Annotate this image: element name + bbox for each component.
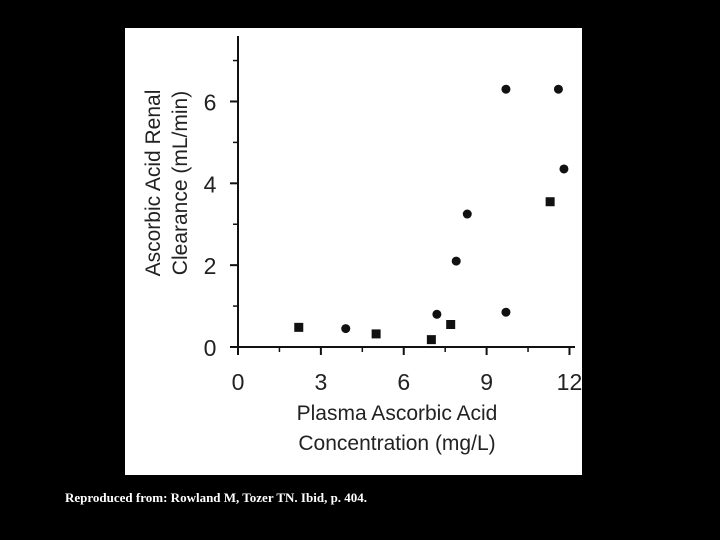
y-tick-label: 2 — [204, 253, 217, 279]
scatter-chart: 0 3 6 9 12 0 2 4 6 Ascorbic Acid Renal Clearance … — [142, 36, 582, 455]
circle-point — [462, 209, 472, 219]
axis-tick-labels: 0 3 6 9 12 0 2 4 6 — [204, 89, 582, 395]
square-point — [446, 319, 456, 329]
circle-point — [553, 84, 563, 94]
y-tick-label: 0 — [204, 335, 217, 361]
square-point — [545, 197, 555, 207]
chart-panel: 0 3 6 9 12 0 2 4 6 Ascorbic Acid Renal Clearance … — [125, 28, 582, 475]
circle-point — [559, 164, 569, 174]
x-tick-label: 6 — [397, 369, 410, 395]
circle-point — [451, 256, 461, 266]
x-tick-label: 3 — [314, 369, 327, 395]
square-point — [371, 329, 381, 339]
circle-point — [501, 307, 511, 317]
x-tick-label: 9 — [480, 369, 493, 395]
y-tick-label: 6 — [204, 89, 217, 115]
x-tick-label: 12 — [557, 369, 582, 395]
x-tick-label: 0 — [232, 369, 245, 395]
data-points — [294, 84, 569, 345]
square-point — [426, 335, 436, 345]
y-axis-title: Ascorbic Acid Renal Clearance (mL/min) — [142, 90, 192, 277]
x-axis-title: Plasma Ascorbic Acid Concentration (mg/L) — [297, 402, 498, 455]
square-point — [294, 322, 304, 332]
circle-point — [341, 324, 351, 334]
axis-ticks — [230, 59, 571, 355]
y-tick-label: 4 — [204, 171, 217, 197]
source-caption: Reproduced from: Rowland M, Tozer TN. Ib… — [65, 490, 368, 505]
circle-point — [432, 309, 442, 319]
circle-point — [501, 84, 511, 94]
